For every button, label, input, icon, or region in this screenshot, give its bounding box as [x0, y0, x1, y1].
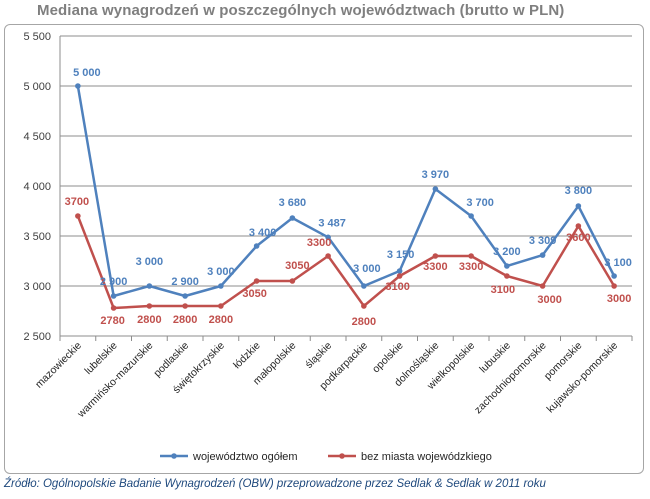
- data-point-series-2: [146, 303, 153, 309]
- data-point-series-2: [325, 253, 331, 259]
- data-label-series-2: 3300: [307, 237, 331, 249]
- data-point-series-2: [361, 303, 367, 309]
- data-label-series-2: 2800: [173, 314, 197, 326]
- data-point-series-1: [110, 293, 117, 299]
- y-tick-label: 5 000: [23, 81, 51, 93]
- data-point-series-2: [504, 273, 510, 279]
- data-label-series-2: 3000: [607, 293, 631, 305]
- y-tick-label: 4 500: [23, 131, 51, 143]
- data-point-series-2: [289, 278, 296, 284]
- chart-title: Mediana wynagrodzeń w poszczególnych woj…: [37, 2, 565, 19]
- data-point-series-1: [75, 83, 81, 89]
- data-point-series-1: [575, 203, 582, 209]
- data-label-series-1: 3 309: [529, 235, 557, 247]
- data-label-series-1: 3 970: [422, 169, 450, 181]
- data-label-series-2: 2800: [209, 314, 233, 326]
- data-label-series-1: 3 000: [207, 266, 235, 278]
- data-label-series-1: 2 900: [100, 276, 128, 288]
- data-point-series-2: [396, 273, 403, 279]
- source-note: Źródło: Ogólnopolskie Badanie Wynagrodze…: [4, 478, 546, 490]
- data-point-series-2: [253, 278, 260, 284]
- data-point-series-1: [325, 234, 331, 241]
- data-label-series-1: 5 000: [73, 67, 101, 79]
- data-label-series-2: 2800: [137, 314, 161, 326]
- data-point-series-1: [253, 243, 260, 249]
- data-point-series-2: [575, 223, 582, 229]
- data-label-series-1: 3 000: [136, 256, 164, 268]
- series-line-1: [76, 85, 616, 298]
- data-label-series-1: 3 150: [387, 249, 415, 261]
- legend-swatch-marker: [171, 453, 177, 459]
- data-point-series-2: [611, 283, 617, 289]
- data-point-series-2: [218, 303, 224, 309]
- data-point-series-1: [182, 293, 188, 299]
- data-label-series-1: 3 400: [249, 227, 277, 239]
- x-tick-label: kujawsko-pomorskie: [544, 340, 620, 416]
- chart-frame: [4, 24, 644, 474]
- data-label-series-1: 3 487: [318, 217, 346, 229]
- data-label-series-1: 2 900: [171, 276, 199, 288]
- data-point-series-1: [539, 252, 546, 258]
- data-label-series-2: 3300: [459, 261, 483, 273]
- y-tick-label: 3 000: [23, 281, 51, 293]
- legend-swatch-marker: [339, 453, 345, 459]
- legend-label: bez miasta wojewódzkiego: [361, 451, 492, 463]
- data-label-series-1: 3 680: [279, 197, 307, 209]
- data-label-series-2: 3300: [423, 261, 447, 273]
- data-label-series-2: 2800: [352, 316, 376, 328]
- data-point-series-1: [361, 283, 367, 289]
- data-point-series-1: [146, 283, 153, 289]
- data-label-series-1: 3 000: [353, 263, 381, 275]
- y-tick-label: 5 500: [23, 31, 51, 43]
- x-tick-label: łódzkie: [231, 340, 263, 372]
- data-label-series-1: 3 200: [493, 246, 521, 258]
- y-tick-label: 3 500: [23, 231, 51, 243]
- data-point-series-1: [218, 283, 224, 289]
- data-label-series-2: 3000: [537, 294, 561, 306]
- data-point-series-2: [539, 283, 546, 289]
- data-label-series-2: 3700: [65, 196, 89, 208]
- data-point-series-1: [504, 263, 510, 269]
- data-label-series-2: 3050: [285, 260, 309, 272]
- data-label-series-1: 3 800: [565, 185, 593, 197]
- data-point-series-2: [75, 213, 81, 219]
- x-tick-label: mazowieckie: [33, 340, 84, 391]
- data-label-series-1: 3 700: [466, 197, 494, 209]
- data-label-series-2: 3100: [491, 284, 515, 296]
- data-label-series-2: 3600: [566, 232, 590, 244]
- data-point-series-1: [432, 186, 439, 192]
- y-tick-label: 2 500: [23, 331, 51, 343]
- data-point-series-2: [432, 253, 439, 259]
- x-tick-label: lubuskie: [477, 340, 513, 376]
- data-point-series-1: [289, 215, 296, 221]
- data-point-series-1: [468, 213, 474, 219]
- x-tick-label: opolskie: [370, 340, 406, 376]
- data-label-series-1: 3 100: [604, 257, 632, 269]
- x-tick-label: zachodniopomorskie: [472, 340, 549, 417]
- series-line-2: [76, 215, 616, 310]
- data-label-series-2: 3100: [385, 281, 409, 293]
- data-point-series-1: [611, 273, 617, 279]
- data-point-series-1: [396, 268, 403, 274]
- y-tick-label: 4 000: [23, 181, 51, 193]
- data-point-series-2: [468, 253, 474, 259]
- x-tick-label: śląskie: [303, 340, 334, 371]
- data-label-series-2: 3050: [242, 288, 266, 300]
- data-point-series-2: [110, 305, 117, 311]
- legend-label: województwo ogółem: [192, 451, 298, 463]
- data-label-series-2: 2780: [100, 315, 124, 327]
- data-point-series-2: [182, 303, 188, 309]
